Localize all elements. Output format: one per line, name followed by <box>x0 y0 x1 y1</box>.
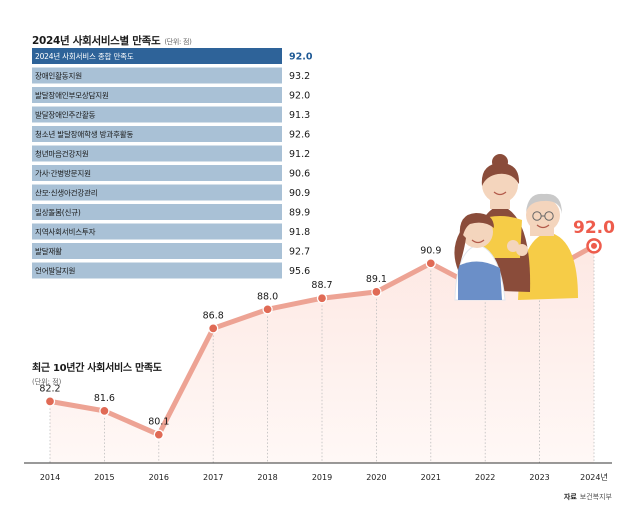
bar-category-label: 가사·간병방문지원 <box>35 168 91 178</box>
bar-category-label: 발달장애인주간활동 <box>35 110 96 120</box>
bar <box>32 184 282 201</box>
x-tick-label: 2019 <box>312 473 332 482</box>
bar <box>32 48 282 64</box>
bar-value-label: 92.6 <box>289 130 310 141</box>
bar-category-label: 지역사회서비스투자 <box>35 227 96 237</box>
point-value-label: 86.8 <box>203 310 224 321</box>
bar-category-label: 발달장애인부모상담지원 <box>35 90 109 100</box>
x-tick-label: 2021 <box>421 473 441 482</box>
data-point <box>262 304 273 315</box>
family-illustration <box>454 154 578 301</box>
data-point <box>153 429 164 440</box>
bar-chart-title: 2024년 사회서비스별 만족도 (단위: 점) <box>32 33 192 48</box>
point-value-label: 90.9 <box>420 245 441 256</box>
bar-chart: 2024년 사회서비스 종합 만족도 92.0 장애인활동지원 93.2 발달장애인부모… <box>32 48 313 279</box>
bar <box>32 67 282 84</box>
data-point <box>425 258 436 269</box>
bar-category-label: 2024년 사회서비스 종합 만족도 <box>35 51 134 61</box>
x-tick-label: 2014 <box>40 473 60 482</box>
bar-chart-unit: (단위: 점) <box>164 38 192 46</box>
x-tick-label: 2024년 <box>580 472 608 482</box>
x-tick-label: 2017 <box>203 473 223 482</box>
x-tick-label: 2018 <box>257 473 277 482</box>
data-point <box>371 286 382 298</box>
bar-value-label: 89.9 <box>289 208 310 219</box>
bar-value-label: 92.0 <box>289 52 313 63</box>
bar-category-label: 발달재활 <box>35 246 62 256</box>
point-value-label: 81.6 <box>94 393 115 404</box>
data-point <box>316 293 328 304</box>
bar <box>32 223 282 240</box>
bar <box>32 204 282 220</box>
bar-value-label: 91.8 <box>289 227 310 238</box>
source-text: 보건복지부 <box>579 493 612 501</box>
bar-value-label: 95.6 <box>289 266 310 277</box>
x-tick-label: 2023 <box>529 473 549 482</box>
x-tick-label: 2016 <box>149 473 169 482</box>
data-point <box>44 396 56 407</box>
point-value-label: 92.0 <box>573 218 615 238</box>
bar-category-label: 청년마음건강지원 <box>35 149 89 159</box>
bar <box>32 262 282 279</box>
source-note: 자료 보건복지부 <box>564 492 612 502</box>
bar-category-label: 장애인활동지원 <box>35 71 82 81</box>
bar-value-label: 92.7 <box>289 247 310 258</box>
bar <box>32 165 282 181</box>
bar-category-label: 일상돌봄(신규) <box>35 207 81 217</box>
bar-category-label: 언어발달지원 <box>35 266 75 276</box>
data-point <box>99 405 110 417</box>
source-label: 자료 <box>563 493 577 501</box>
x-tick-label: 2020 <box>366 473 386 482</box>
bar-value-label: 90.6 <box>289 169 310 180</box>
x-tick-label: 2022 <box>475 473 495 482</box>
bar-category-label: 청소년 발달장애학생 방과후활동 <box>35 129 133 139</box>
bar <box>32 145 282 162</box>
point-value-label: 82.2 <box>39 383 60 394</box>
bar-value-label: 90.9 <box>289 188 310 199</box>
bar <box>32 87 282 103</box>
bar-category-label: 산모·신생아건강관리 <box>35 188 97 198</box>
point-value-label: 88.7 <box>311 280 332 291</box>
point-value-label: 80.1 <box>148 417 169 428</box>
bar-value-label: 93.2 <box>289 71 310 82</box>
bar-value-label: 91.2 <box>289 149 310 160</box>
bar-chart-title-text: 2024년 사회서비스별 만족도 <box>32 35 161 47</box>
bar-value-label: 92.0 <box>289 91 310 102</box>
line-chart-unit: (단위: 점) <box>32 378 62 386</box>
line-chart-title: 최근 10년간 사회서비스 만족도 <box>32 363 162 374</box>
x-tick-label: 2015 <box>94 473 114 482</box>
data-point <box>208 323 219 334</box>
bar-value-label: 91.3 <box>289 110 310 121</box>
bar <box>32 126 282 142</box>
bar <box>32 106 282 123</box>
point-value-label: 89.1 <box>366 274 387 285</box>
point-value-label: 88.0 <box>257 291 278 302</box>
bar <box>32 243 282 259</box>
data-point-core <box>591 242 597 249</box>
